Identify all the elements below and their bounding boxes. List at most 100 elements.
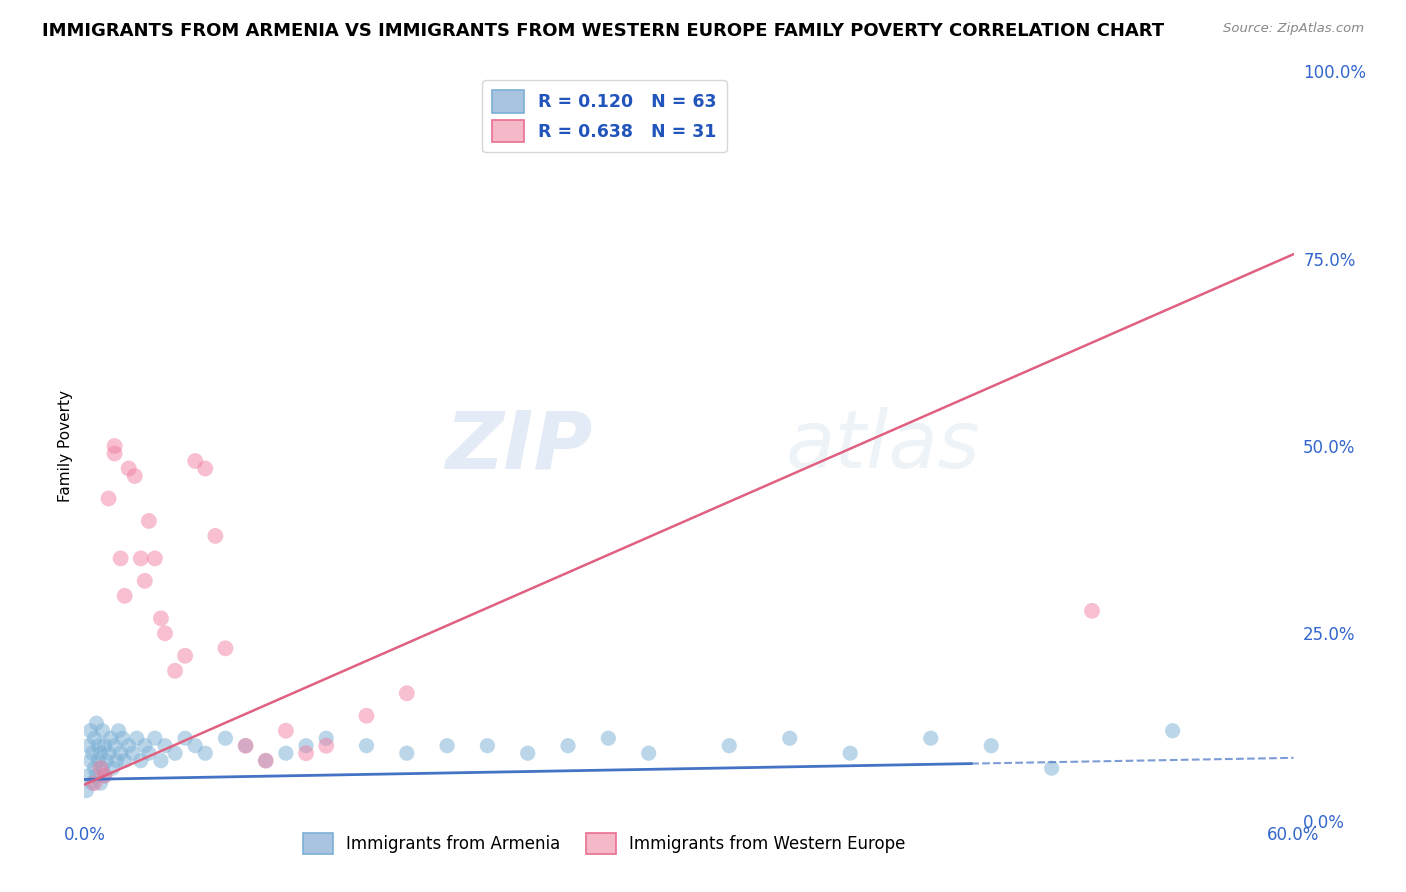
Point <box>121 746 143 760</box>
Point <box>356 739 378 753</box>
Point <box>637 746 659 760</box>
Point <box>93 769 115 783</box>
Point <box>165 746 187 760</box>
Point <box>125 731 148 746</box>
Point <box>315 731 337 746</box>
Point <box>86 716 108 731</box>
Point <box>134 739 156 753</box>
Text: ZIP: ZIP <box>444 407 592 485</box>
Point <box>718 739 741 753</box>
Point <box>129 754 152 768</box>
Point <box>980 739 1002 753</box>
Text: Source: ZipAtlas.com: Source: ZipAtlas.com <box>1223 22 1364 36</box>
Point <box>356 708 378 723</box>
Point <box>82 776 104 790</box>
Point <box>516 746 538 760</box>
Point <box>143 551 166 566</box>
Point <box>110 551 132 566</box>
Point <box>598 731 620 746</box>
Point <box>104 439 127 453</box>
Point <box>395 746 418 760</box>
Point <box>77 739 100 753</box>
Point <box>194 461 217 475</box>
Point <box>101 761 124 775</box>
Point <box>184 454 207 468</box>
Point <box>436 739 458 753</box>
Point <box>295 746 318 760</box>
Point <box>153 739 176 753</box>
Point <box>83 731 105 746</box>
Point <box>138 746 160 760</box>
Point <box>149 754 172 768</box>
Point <box>174 731 197 746</box>
Point <box>114 589 136 603</box>
Point <box>149 611 172 625</box>
Point <box>77 769 100 783</box>
Point <box>184 739 207 753</box>
Point <box>91 761 114 775</box>
Point <box>97 491 120 506</box>
Point <box>86 769 108 783</box>
Point <box>97 746 120 760</box>
Point <box>235 739 257 753</box>
Point <box>235 739 257 753</box>
Point <box>75 783 97 797</box>
Point <box>920 731 942 746</box>
Point <box>1040 761 1063 775</box>
Y-axis label: Family Poverty: Family Poverty <box>58 390 73 502</box>
Point <box>83 776 105 790</box>
Point <box>89 746 111 760</box>
Point <box>274 746 297 760</box>
Point <box>100 731 122 746</box>
Point <box>111 731 134 746</box>
Point <box>118 461 141 475</box>
Point <box>114 754 136 768</box>
Point <box>214 731 236 746</box>
Point <box>315 739 337 753</box>
Text: IMMIGRANTS FROM ARMENIA VS IMMIGRANTS FROM WESTERN EUROPE FAMILY POVERTY CORRELA: IMMIGRANTS FROM ARMENIA VS IMMIGRANTS FR… <box>42 22 1164 40</box>
Point <box>153 626 176 640</box>
Point <box>204 529 226 543</box>
Point <box>89 776 111 790</box>
Point <box>89 761 111 775</box>
Point <box>557 739 579 753</box>
Point <box>87 739 110 753</box>
Point <box>477 739 499 753</box>
Point <box>1161 723 1184 738</box>
Point <box>79 723 101 738</box>
Point <box>274 723 297 738</box>
Point <box>295 739 318 753</box>
Point <box>143 731 166 746</box>
Point <box>129 551 152 566</box>
Point <box>83 761 105 775</box>
Point <box>105 754 128 768</box>
Point <box>110 746 132 760</box>
Point <box>79 754 101 768</box>
Point <box>254 754 277 768</box>
Point <box>254 754 277 768</box>
Point <box>82 746 104 760</box>
Point <box>104 739 127 753</box>
Point <box>395 686 418 700</box>
Point <box>93 769 115 783</box>
Point <box>104 446 127 460</box>
Point <box>174 648 197 663</box>
Point <box>118 739 141 753</box>
Point <box>96 754 118 768</box>
Point <box>839 746 862 760</box>
Point <box>124 469 146 483</box>
Point <box>1362 64 1385 78</box>
Text: atlas: atlas <box>786 407 980 485</box>
Legend: Immigrants from Armenia, Immigrants from Western Europe: Immigrants from Armenia, Immigrants from… <box>297 826 912 861</box>
Point <box>165 664 187 678</box>
Point <box>87 754 110 768</box>
Point <box>138 514 160 528</box>
Point <box>194 746 217 760</box>
Point <box>93 739 115 753</box>
Point <box>134 574 156 588</box>
Point <box>91 723 114 738</box>
Point <box>214 641 236 656</box>
Point <box>107 723 129 738</box>
Point <box>1081 604 1104 618</box>
Point <box>779 731 801 746</box>
